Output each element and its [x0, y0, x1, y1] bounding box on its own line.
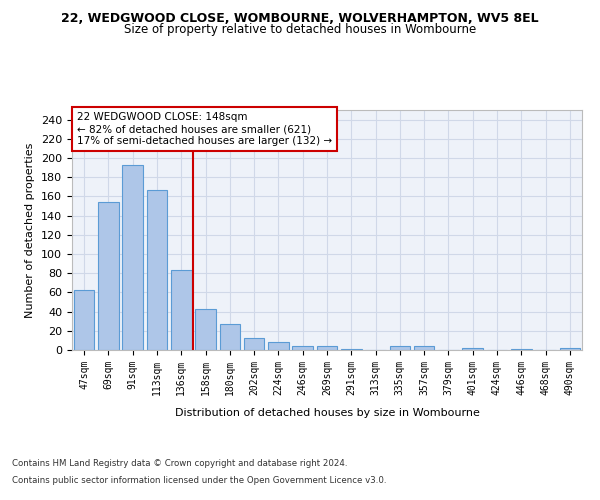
Bar	[389, 346, 410, 350]
Bar	[341, 349, 362, 350]
Y-axis label: Number of detached properties: Number of detached properties	[25, 142, 35, 318]
Text: Contains public sector information licensed under the Open Government Licence v3: Contains public sector information licen…	[12, 476, 386, 485]
Text: Contains HM Land Registry data © Crown copyright and database right 2024.: Contains HM Land Registry data © Crown c…	[12, 458, 347, 468]
Bar	[414, 346, 434, 350]
Text: Size of property relative to detached houses in Wombourne: Size of property relative to detached ho…	[124, 22, 476, 36]
Text: 22 WEDGWOOD CLOSE: 148sqm
← 82% of detached houses are smaller (621)
17% of semi: 22 WEDGWOOD CLOSE: 148sqm ← 82% of detac…	[77, 112, 332, 146]
Bar	[98, 202, 119, 350]
Bar	[171, 270, 191, 350]
Bar	[463, 348, 483, 350]
Bar	[220, 324, 240, 350]
Bar	[317, 346, 337, 350]
Bar	[244, 338, 265, 350]
Bar	[122, 164, 143, 350]
Bar	[268, 342, 289, 350]
Bar	[511, 349, 532, 350]
Bar	[195, 308, 216, 350]
Bar	[74, 290, 94, 350]
Text: Distribution of detached houses by size in Wombourne: Distribution of detached houses by size …	[175, 408, 479, 418]
Bar	[560, 348, 580, 350]
Text: 22, WEDGWOOD CLOSE, WOMBOURNE, WOLVERHAMPTON, WV5 8EL: 22, WEDGWOOD CLOSE, WOMBOURNE, WOLVERHAM…	[61, 12, 539, 26]
Bar	[146, 190, 167, 350]
Bar	[292, 346, 313, 350]
